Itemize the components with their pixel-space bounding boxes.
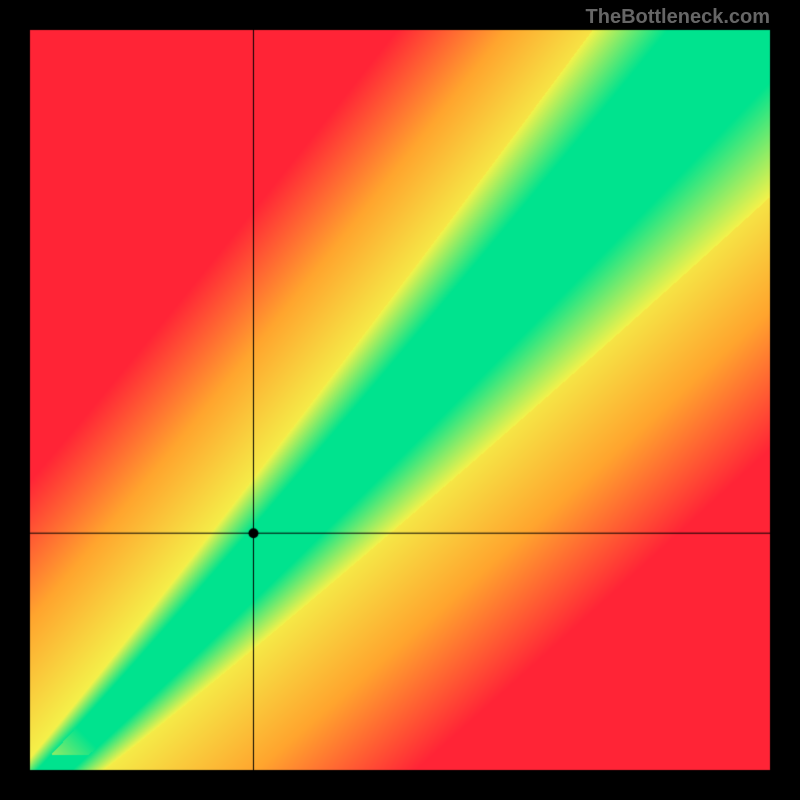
heatmap-canvas	[0, 0, 800, 800]
chart-container: TheBottleneck.com	[0, 0, 800, 800]
watermark-text: TheBottleneck.com	[586, 6, 770, 29]
